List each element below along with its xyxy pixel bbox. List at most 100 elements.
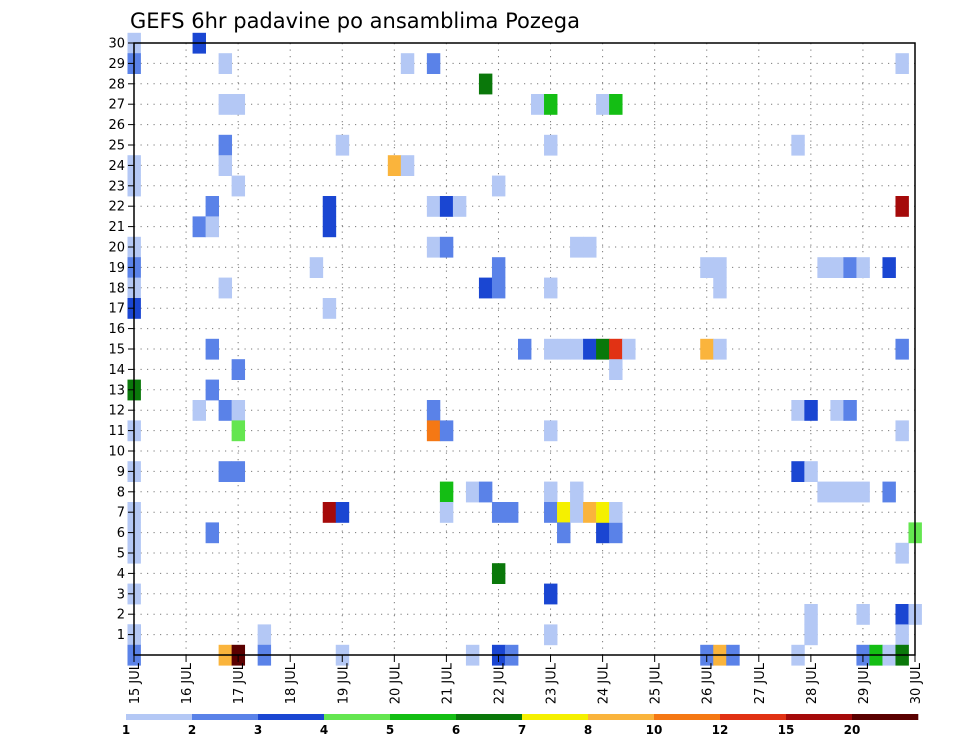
y-tick-label: 13 (108, 383, 125, 398)
heatmap-cell (544, 420, 558, 442)
heatmap-cell (830, 400, 844, 421)
x-tick-label: 18 JUL (284, 662, 299, 704)
heatmap-cell (791, 400, 805, 421)
colorbar-segment (786, 714, 853, 720)
y-tick-label: 22 (108, 200, 125, 215)
heatmap-cell (804, 400, 818, 421)
heatmap-cell (335, 502, 350, 523)
y-tick-label: 27 (108, 98, 125, 113)
heatmap-cell (478, 481, 493, 503)
heatmap-cell (583, 236, 597, 258)
heatmap-cell (544, 481, 558, 503)
colorbar-label: 6 (452, 723, 460, 737)
x-tick-label: 28 JUL (805, 662, 820, 704)
heatmap-cell (882, 481, 896, 503)
heatmap-cell (439, 502, 454, 523)
x-tick-label: 30 JUL (909, 662, 924, 704)
heatmap-cell (205, 216, 220, 238)
x-tick-label: 15 JUL (128, 662, 143, 704)
x-tick-label: 20 JUL (388, 662, 403, 704)
heatmap-cell (439, 196, 454, 217)
heatmap-cell (895, 542, 909, 564)
heatmap-cell (544, 277, 558, 299)
grid (134, 42, 915, 655)
heatmap-cell (231, 359, 246, 380)
heatmap-cell (856, 604, 870, 625)
heatmap-cell (205, 196, 220, 217)
y-tick-label: 9 (117, 465, 125, 480)
colorbar-segment (588, 714, 655, 720)
heatmap-cell (335, 134, 350, 156)
heatmap-cell (583, 502, 597, 523)
heatmap-cell (400, 53, 415, 74)
x-tick-label: 24 JUL (597, 662, 612, 704)
colorbar-segment (258, 714, 325, 720)
heatmap-cell (856, 257, 870, 278)
heatmap-cell (491, 175, 506, 197)
y-tick-label: 10 (108, 445, 125, 460)
y-tick-label: 12 (108, 404, 125, 419)
heatmap-cell (426, 53, 441, 74)
heatmap-cell (491, 257, 506, 278)
heatmap-cell (609, 338, 623, 360)
heatmap-cell (426, 196, 441, 217)
heatmap-cell (557, 502, 571, 523)
heatmap-cell (609, 94, 623, 115)
heatmap-cell (830, 481, 844, 503)
colorbar-segment (852, 714, 919, 720)
heatmap-cell (570, 338, 584, 360)
heatmap-cell (895, 53, 909, 74)
y-tick-label: 7 (117, 506, 125, 521)
heatmap-cell (817, 481, 831, 503)
heatmap-cell (583, 338, 597, 360)
heatmap-cell (478, 73, 493, 95)
y-tick-label: 21 (108, 220, 125, 235)
y-tick-label: 8 (117, 485, 125, 500)
colorbar-label: 20 (844, 723, 861, 737)
heatmap-cell (804, 604, 818, 625)
heatmap-cell (570, 481, 584, 503)
heatmap-cell (218, 155, 233, 176)
y-tick-label: 11 (108, 424, 125, 439)
colorbar: 1 2 3 4 5 6 7 8 10 12 15 20 (122, 714, 919, 737)
heatmap-cell (257, 624, 272, 646)
y-tick-label: 30 (108, 37, 125, 52)
colorbar-label: 3 (254, 723, 262, 737)
heatmap-cell (557, 522, 571, 544)
heatmap-cell (895, 196, 909, 217)
heatmap-cell (544, 624, 558, 646)
y-tick-label: 5 (117, 547, 125, 562)
heatmap-cell (426, 420, 441, 442)
y-tick-label: 26 (108, 118, 125, 133)
heatmap-cell (218, 461, 233, 482)
heatmap-cell (609, 502, 623, 523)
heatmap-cell (843, 257, 857, 278)
y-tick-label: 29 (108, 57, 125, 72)
heatmap-cell (544, 583, 558, 605)
precipitation-cells (127, 32, 922, 666)
heatmap-cell (426, 236, 441, 258)
chart-title: GEFS 6hr padavine po ansamblima Pozega (130, 9, 580, 33)
heatmap-cell (830, 257, 844, 278)
colorbar-label: 5 (386, 723, 394, 737)
heatmap-cell (231, 94, 246, 115)
heatmap-cell (596, 338, 610, 360)
y-tick-label: 15 (108, 343, 125, 358)
y-axis: 1234567891011121314151617181920212223242… (108, 37, 134, 643)
colorbar-segment (324, 714, 391, 720)
y-tick-label: 25 (108, 139, 125, 154)
heatmap-cell (895, 338, 909, 360)
heatmap-cell (895, 604, 909, 625)
colorbar-segment (456, 714, 523, 720)
heatmap-cell (218, 277, 233, 299)
heatmap-cell (531, 94, 545, 115)
heatmap-cell (192, 216, 206, 238)
heatmap-cell (218, 53, 233, 74)
y-tick-label: 19 (108, 261, 125, 276)
y-tick-label: 23 (108, 179, 125, 194)
y-tick-label: 28 (108, 77, 125, 92)
heatmap-cell (856, 481, 870, 503)
x-axis: 15 JUL 16 JUL 17 JUL 18 JUL 19 JUL 20 JUL 21 J… (128, 655, 924, 704)
colorbar-segment (192, 714, 259, 720)
